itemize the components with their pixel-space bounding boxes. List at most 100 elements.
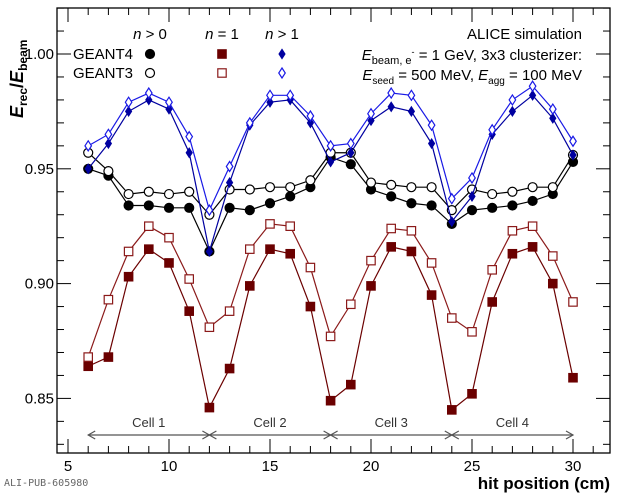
data-point xyxy=(224,202,235,213)
data-point xyxy=(103,352,114,362)
data-point xyxy=(103,294,114,305)
annotation: ALICE simulation Ebeam, e- = 1 GeV, 3x3 … xyxy=(362,26,582,87)
data-point xyxy=(407,105,416,118)
series-geant4-n-0 xyxy=(83,152,579,257)
x-tick-label: 10 xyxy=(161,458,178,475)
data-point xyxy=(468,190,476,202)
data-point xyxy=(426,258,437,268)
data-point xyxy=(527,195,538,207)
data-point xyxy=(427,137,436,150)
data-point xyxy=(467,389,477,399)
data-point xyxy=(103,165,114,177)
data-point xyxy=(205,204,214,217)
data-point xyxy=(124,96,133,109)
series-group xyxy=(83,80,579,415)
data-point xyxy=(83,352,93,362)
data-point xyxy=(123,246,134,257)
annotation-line-3: Eseed = 500 MeV, Eagg = 100 MeV xyxy=(362,67,582,87)
cell-annotations: Cell 1 Cell 2 Cell 3 Cell 4 xyxy=(86,415,575,440)
data-point xyxy=(244,205,255,216)
data-point xyxy=(184,186,195,197)
legend-row-geant4: GEANT4 xyxy=(73,46,133,63)
data-point xyxy=(426,200,437,211)
data-point xyxy=(326,156,335,168)
y-tick-label: 0.85 xyxy=(25,390,54,407)
legend-col-n-gt-1: n > 1 xyxy=(265,26,299,43)
data-point xyxy=(204,322,215,333)
axis-ticks: 5 10 15 20 25 30 0.85 0.90 0.95 1.00 xyxy=(25,7,610,475)
data-point xyxy=(83,361,93,372)
legend-marker xyxy=(144,48,156,60)
data-point xyxy=(426,290,437,300)
data-point xyxy=(508,105,517,118)
y-tick-label: 0.95 xyxy=(25,161,54,178)
data-point xyxy=(225,176,234,189)
x-axis-title: hit position (cm) xyxy=(478,474,610,493)
data-point xyxy=(467,327,477,337)
data-point xyxy=(568,297,578,307)
data-point xyxy=(265,219,275,229)
data-point xyxy=(163,202,175,213)
data-point xyxy=(143,186,154,197)
arrow-head-left xyxy=(329,430,338,440)
data-point xyxy=(386,191,397,202)
data-point xyxy=(386,179,397,190)
data-point xyxy=(145,94,153,106)
data-point xyxy=(144,221,154,231)
data-point xyxy=(487,202,498,213)
data-point xyxy=(549,112,557,124)
data-point xyxy=(205,245,214,258)
data-point xyxy=(104,137,113,150)
data-point xyxy=(123,271,134,282)
data-point xyxy=(266,96,274,108)
legend-col-n-gt-0: n > 0 xyxy=(133,26,167,43)
data-point xyxy=(104,128,113,141)
data-point xyxy=(306,109,315,123)
data-point xyxy=(427,119,436,132)
data-point xyxy=(164,258,174,268)
data-point xyxy=(528,80,537,93)
data-point xyxy=(306,117,315,129)
data-point xyxy=(184,274,194,284)
x-tick-label: 5 xyxy=(64,458,72,475)
data-point xyxy=(345,159,356,170)
data-point xyxy=(144,244,154,254)
data-point xyxy=(569,135,577,148)
data-point xyxy=(346,299,356,310)
x-tick-label: 25 xyxy=(464,458,481,475)
data-point xyxy=(547,278,558,289)
data-point xyxy=(468,171,476,185)
series-geant3-n-0 xyxy=(83,147,579,220)
x-tick-label: 20 xyxy=(363,458,380,475)
data-point xyxy=(547,182,558,193)
data-point xyxy=(406,182,417,193)
arrow-head-right xyxy=(565,430,575,440)
data-point xyxy=(285,221,295,231)
cell-label: Cell 3 xyxy=(375,415,408,430)
data-point xyxy=(144,86,153,100)
data-point xyxy=(487,265,497,275)
data-point xyxy=(487,188,498,200)
data-point xyxy=(569,149,577,161)
data-point xyxy=(244,184,255,195)
data-point xyxy=(447,192,456,205)
series-geant3-n-1 xyxy=(83,219,578,362)
cell-label: Cell 1 xyxy=(132,415,165,430)
plot-frame xyxy=(56,7,611,454)
data-point xyxy=(225,160,234,173)
legend-col-n-eq-1: n = 1 xyxy=(205,26,239,43)
data-point xyxy=(508,93,517,107)
data-point xyxy=(305,262,316,273)
legend-markers xyxy=(144,48,286,80)
legend-marker xyxy=(278,48,286,60)
legend-marker xyxy=(217,49,227,59)
data-point xyxy=(528,89,537,101)
data-point xyxy=(326,139,335,152)
data-point xyxy=(285,182,296,193)
data-point xyxy=(245,244,255,254)
data-point xyxy=(386,223,396,234)
series-line xyxy=(87,246,574,411)
data-point xyxy=(286,89,295,102)
series-line xyxy=(88,156,574,253)
